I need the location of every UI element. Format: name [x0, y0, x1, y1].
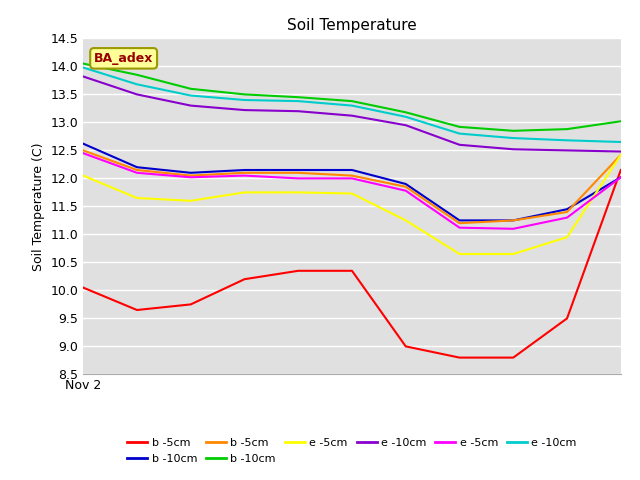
Y-axis label: Soil Temperature (C): Soil Temperature (C): [32, 142, 45, 271]
Legend: b -5cm, b -10cm, b -5cm, b -10cm, e -5cm, e -10cm, e -5cm, e -10cm: b -5cm, b -10cm, b -5cm, b -10cm, e -5cm…: [123, 434, 581, 468]
Title: Soil Temperature: Soil Temperature: [287, 18, 417, 33]
Text: BA_adex: BA_adex: [94, 52, 154, 65]
